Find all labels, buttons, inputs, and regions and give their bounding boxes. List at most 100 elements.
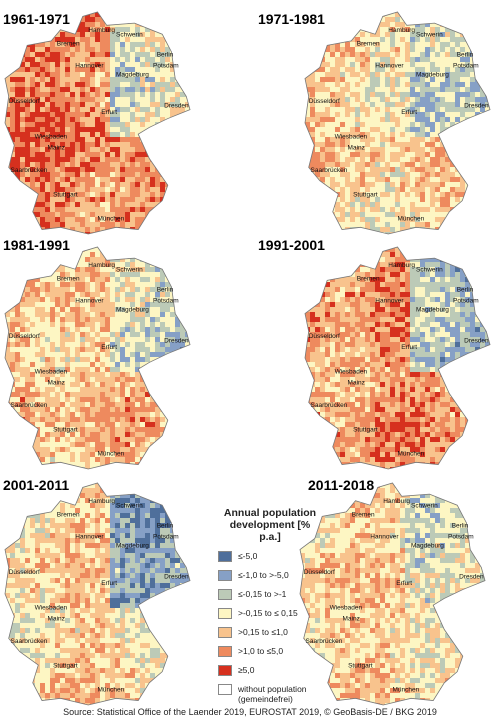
map-cell: [30, 217, 35, 222]
map-cell: [485, 142, 490, 147]
map-cell: [85, 412, 90, 417]
map-cell: [350, 192, 355, 197]
map-cell: [405, 67, 410, 72]
map-cell: [80, 382, 85, 387]
map-cell: [25, 337, 30, 342]
map-cell: [25, 177, 30, 182]
map-cell: [110, 42, 115, 47]
map-cell: [70, 227, 75, 232]
map-cell: [340, 52, 345, 57]
city-label: Berlin: [157, 51, 174, 58]
map-cell: [90, 12, 95, 17]
map-cell: [335, 122, 340, 127]
map-cell: [25, 87, 30, 92]
map-cell: [95, 172, 100, 177]
map-cell: [95, 57, 100, 62]
map-cell: [175, 42, 180, 47]
map-cell: [105, 32, 110, 37]
map-cell: [415, 32, 420, 37]
map-cell: [70, 337, 75, 342]
map-cell: [15, 132, 20, 137]
map-cell: [105, 142, 110, 147]
map-cell: [380, 187, 385, 192]
map-cell: [380, 117, 385, 122]
map-cell: [440, 152, 445, 157]
map-cell: [435, 27, 440, 32]
map-cell: [70, 402, 75, 407]
map-cell: [400, 122, 405, 127]
map-cell: [40, 432, 45, 437]
map-cell: [315, 92, 320, 97]
map-cell: [365, 232, 370, 234]
map-cell: [100, 287, 105, 292]
map-cell: [180, 302, 185, 307]
map-cell: [355, 107, 360, 112]
map-cell: [70, 47, 75, 52]
map-cell: [120, 57, 125, 62]
map-cell: [25, 462, 30, 467]
map-cell: [355, 127, 360, 132]
map-cell: [30, 87, 35, 92]
map-cell: [435, 92, 440, 97]
map-cell: [20, 422, 25, 427]
map-cell: [160, 152, 165, 157]
map-cell: [50, 222, 55, 227]
map-cell: [310, 92, 315, 97]
map-cell: [145, 72, 150, 77]
map-cell: [45, 337, 50, 342]
map-cell: [440, 192, 445, 197]
map-cell: [55, 317, 60, 322]
map-cell: [135, 402, 140, 407]
map-cell: [330, 227, 335, 232]
map-cell: [35, 162, 40, 167]
map-cell: [180, 217, 185, 222]
map-cell: [55, 427, 60, 432]
map-cell: [330, 112, 335, 117]
map-cell: [80, 52, 85, 57]
map-cell: [20, 202, 25, 207]
map-cell: [160, 392, 165, 397]
map-cell: [475, 32, 480, 37]
map-cell: [370, 177, 375, 182]
map-cell: [105, 327, 110, 332]
map-cell: [50, 377, 55, 382]
map-cell: [75, 122, 80, 127]
map-cell: [355, 12, 360, 17]
map-cell: [70, 82, 75, 87]
map-cell: [80, 402, 85, 407]
map-cell: [385, 52, 390, 57]
map-cell: [455, 152, 460, 157]
map-cell: [440, 162, 445, 167]
map-cell: [400, 162, 405, 167]
map-cell: [75, 47, 80, 52]
map-cell: [380, 32, 385, 37]
map-cell: [80, 32, 85, 37]
map-cell: [310, 212, 315, 217]
map-cell: [115, 452, 120, 457]
map-cell: [125, 207, 130, 212]
map-cell: [180, 382, 185, 387]
map-cell: [165, 62, 170, 67]
map-cell: [5, 282, 10, 287]
map-cell: [100, 87, 105, 92]
map-cell: [5, 422, 10, 427]
map-cell: [75, 152, 80, 157]
map-cell: [10, 332, 15, 337]
map-cell: [135, 452, 140, 457]
map-cell: [85, 67, 90, 72]
map-cell: [90, 217, 95, 222]
map-cell: [85, 62, 90, 67]
map-cell: [395, 57, 400, 62]
map-cell: [160, 317, 165, 322]
map-cell: [95, 277, 100, 282]
map-cell: [110, 422, 115, 427]
map-cell: [365, 17, 370, 22]
map-cell: [70, 22, 75, 27]
map-cell: [50, 112, 55, 117]
map-cell: [185, 352, 190, 357]
map-cell: [55, 287, 60, 292]
map-cell: [135, 192, 140, 197]
map-cell: [135, 137, 140, 142]
map-cell: [25, 207, 30, 212]
map-cell: [50, 427, 55, 432]
